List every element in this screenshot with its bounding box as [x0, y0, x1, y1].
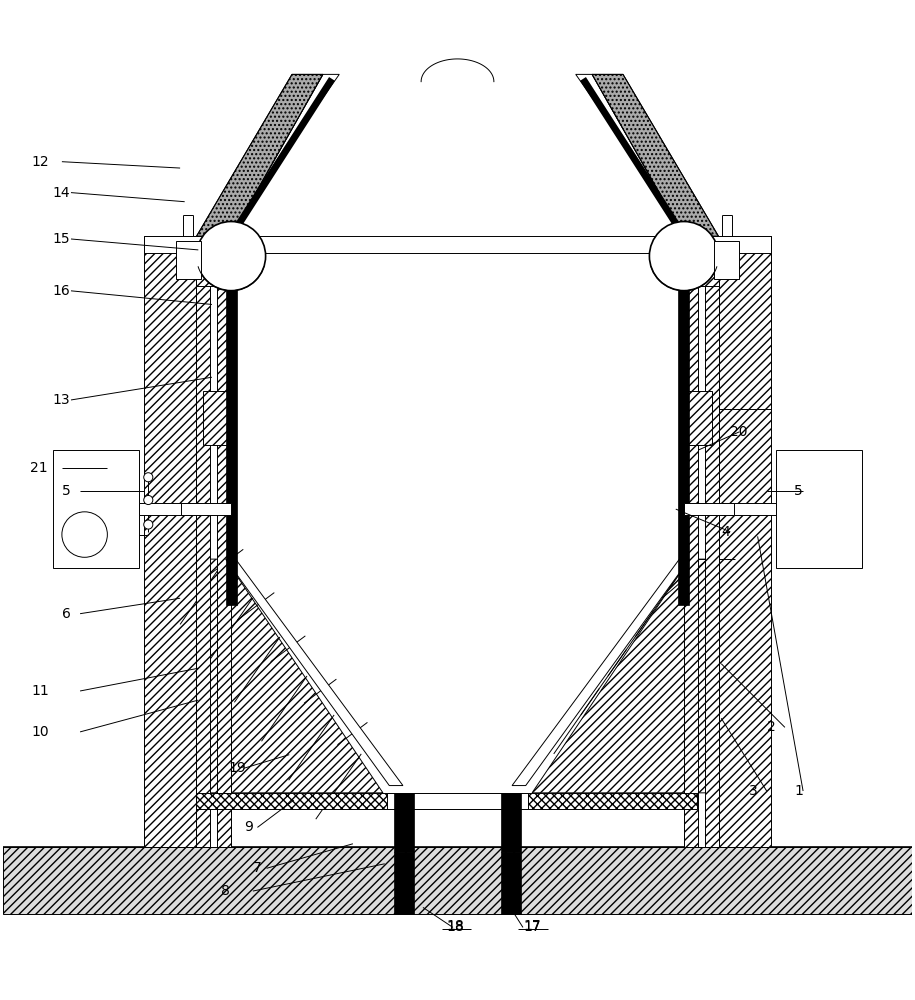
Bar: [684, 236, 718, 847]
Text: 8: 8: [221, 884, 230, 898]
Polygon shape: [592, 74, 718, 236]
Bar: [227, 253, 688, 559]
Bar: [203, 391, 231, 445]
Bar: [714, 241, 739, 279]
Text: 17: 17: [523, 920, 541, 934]
Bar: [144, 236, 197, 847]
Bar: [197, 236, 210, 847]
Polygon shape: [576, 74, 689, 236]
Text: 4: 4: [721, 525, 730, 539]
Polygon shape: [197, 559, 382, 793]
Circle shape: [62, 512, 107, 557]
Bar: [197, 793, 696, 809]
Bar: [684, 236, 697, 847]
Text: 17: 17: [523, 919, 541, 933]
Text: 2: 2: [767, 720, 775, 734]
Bar: [139, 503, 214, 515]
Bar: [218, 236, 231, 847]
Bar: [197, 236, 231, 847]
Circle shape: [197, 222, 265, 291]
Bar: [176, 241, 201, 279]
Polygon shape: [197, 74, 323, 236]
Polygon shape: [533, 559, 718, 793]
Text: 12: 12: [32, 155, 49, 169]
Text: 11: 11: [32, 684, 49, 698]
Bar: [718, 236, 771, 409]
Text: 18: 18: [447, 919, 464, 933]
Bar: [501, 793, 522, 852]
Text: 3: 3: [748, 784, 758, 798]
Bar: [181, 503, 231, 515]
Bar: [393, 852, 414, 914]
Polygon shape: [512, 559, 689, 786]
Bar: [501, 852, 522, 914]
Text: 9: 9: [243, 820, 253, 834]
Text: 5: 5: [62, 484, 70, 498]
Text: 18: 18: [447, 920, 464, 934]
Bar: [144, 236, 771, 253]
Text: 7: 7: [253, 861, 262, 875]
Text: 6: 6: [62, 607, 70, 621]
Bar: [3, 847, 912, 914]
Polygon shape: [226, 559, 403, 786]
Bar: [393, 793, 414, 852]
Text: 16: 16: [53, 284, 70, 298]
Text: 19: 19: [229, 761, 246, 775]
Bar: [684, 236, 718, 286]
Text: 10: 10: [32, 725, 49, 739]
Bar: [684, 503, 734, 515]
Bar: [197, 236, 231, 286]
Circle shape: [144, 520, 153, 529]
Polygon shape: [226, 74, 339, 236]
Bar: [226, 236, 236, 605]
Bar: [689, 503, 776, 515]
Circle shape: [650, 222, 718, 291]
Text: 21: 21: [30, 461, 48, 475]
Text: 15: 15: [53, 232, 70, 246]
Text: 5: 5: [794, 484, 802, 498]
Circle shape: [144, 473, 153, 482]
Text: 20: 20: [730, 425, 748, 439]
Bar: [53, 450, 139, 568]
Bar: [679, 236, 689, 605]
Circle shape: [144, 495, 153, 505]
Bar: [776, 450, 862, 568]
Bar: [718, 236, 771, 847]
Bar: [705, 236, 718, 847]
Text: 14: 14: [53, 186, 70, 200]
Text: 1: 1: [794, 784, 802, 798]
Text: 13: 13: [53, 393, 70, 407]
Bar: [684, 391, 712, 445]
Bar: [386, 793, 529, 809]
